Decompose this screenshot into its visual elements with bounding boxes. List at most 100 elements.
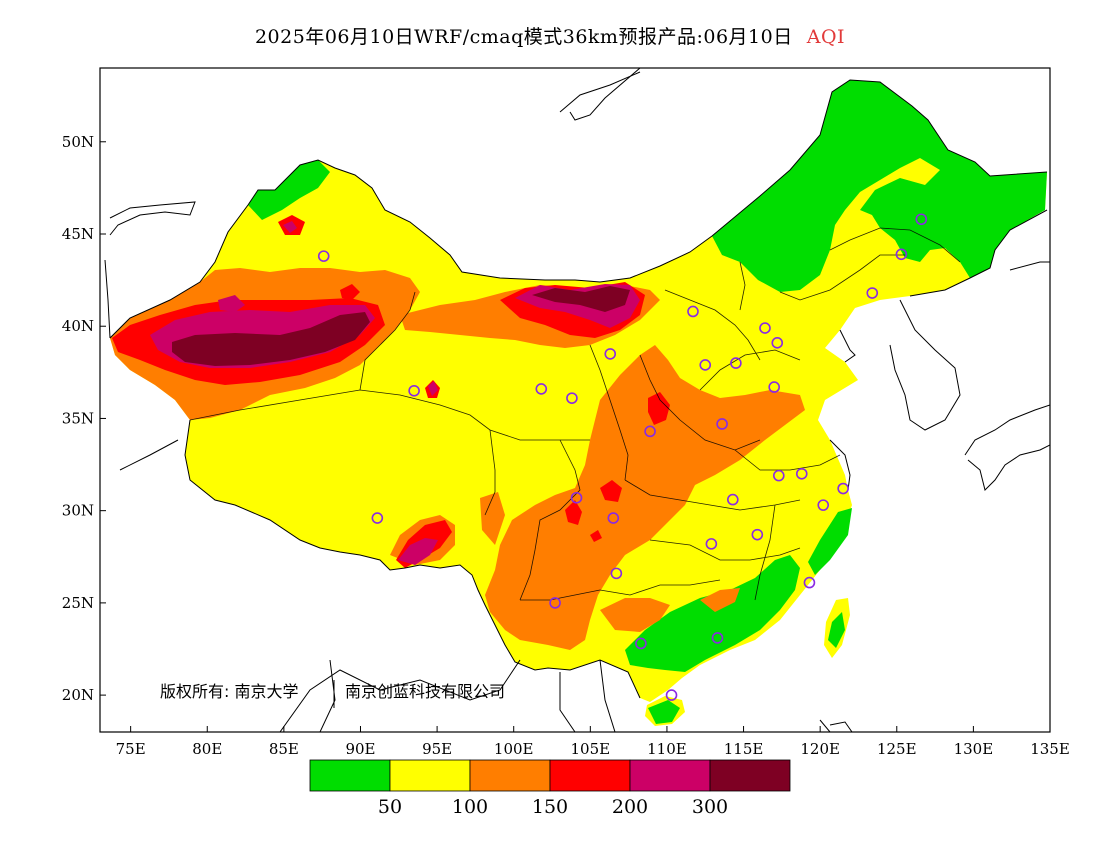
station-marker xyxy=(730,357,742,369)
y-tick-label: 35N xyxy=(62,409,94,427)
colorbar-swatch xyxy=(549,759,631,792)
purple-ili xyxy=(283,221,297,233)
red-small-1 xyxy=(590,530,602,542)
orange-guangxi xyxy=(600,598,670,632)
station-marker xyxy=(795,467,808,480)
orange-sichuan-west xyxy=(480,492,505,545)
colorbar-swatch xyxy=(709,759,791,792)
station-marker xyxy=(768,381,780,393)
y-tick-label: 40N xyxy=(62,317,94,335)
colorbar-level-label: 150 xyxy=(532,796,568,818)
title-text: 2025年06月10日WRF/cmaq模式36km预报产品:06月10日 xyxy=(254,26,793,48)
station-marker xyxy=(549,597,561,609)
station-marker xyxy=(771,337,784,349)
red-sichuan xyxy=(600,480,622,502)
station-marker xyxy=(566,392,578,404)
station-marker xyxy=(371,512,384,524)
map-plot-area xyxy=(104,68,1050,732)
green-fujian-coast xyxy=(808,508,852,575)
station-marker xyxy=(837,482,849,495)
colorbar-swatch xyxy=(309,759,391,792)
title-variable: AQI xyxy=(806,26,846,48)
station-marker xyxy=(895,248,908,261)
orange-pearl xyxy=(700,588,740,612)
red-junggar xyxy=(340,284,360,300)
station-marker xyxy=(604,348,617,360)
station-marker xyxy=(635,637,647,650)
station-marker xyxy=(610,567,623,580)
station-marker xyxy=(687,305,699,318)
station-marker xyxy=(915,213,928,226)
aqi-green-areas xyxy=(248,80,1047,724)
x-tick-label: 80E xyxy=(192,740,222,758)
station-marker xyxy=(759,322,771,334)
national-borders xyxy=(104,68,1048,732)
map-frame xyxy=(99,67,1051,733)
maroon-badain xyxy=(532,286,630,312)
copyright-company: 南京创蓝科技有限公司 xyxy=(345,682,505,701)
y-tick-label: 50N xyxy=(62,133,94,151)
x-tick-label: 100E xyxy=(494,740,534,758)
y-axis: 20N 25N 30N 35N 40N 45N 50N xyxy=(62,133,106,704)
station-marker xyxy=(751,528,764,541)
x-tick-label: 120E xyxy=(800,740,840,758)
green-hainan xyxy=(648,700,680,724)
colorbar-level-label: 50 xyxy=(378,796,402,818)
x-axis: 75E 80E 85E 90E 95E 100E 105E 110E 115E 120E 125E 1… xyxy=(116,726,1070,758)
orange-central xyxy=(485,345,805,650)
green-taiwan xyxy=(828,612,845,648)
monitoring-stations xyxy=(317,213,928,701)
station-marker xyxy=(866,287,879,299)
green-junggar xyxy=(248,160,330,220)
x-tick-label: 135E xyxy=(1030,740,1070,758)
colorbar-swatch xyxy=(469,759,551,792)
y-tick-label: 30N xyxy=(62,502,94,520)
x-tick-label: 125E xyxy=(877,740,917,758)
x-tick-label: 75E xyxy=(116,740,146,758)
colorbar-swatch xyxy=(629,759,711,792)
station-marker xyxy=(727,493,739,506)
maroon-taklimakan xyxy=(172,312,370,366)
y-tick-label: 45N xyxy=(62,225,94,243)
x-tick-label: 130E xyxy=(954,740,994,758)
x-tick-label: 85E xyxy=(269,740,299,758)
red-chongqing xyxy=(565,500,582,525)
green-northeast xyxy=(712,80,1047,292)
aqi-maroon-areas xyxy=(172,286,630,366)
x-tick-label: 110E xyxy=(647,740,687,758)
station-marker xyxy=(408,384,420,397)
y-tick-label: 20N xyxy=(62,686,94,704)
colorbar-level-label: 100 xyxy=(452,796,488,818)
red-shanxi xyxy=(648,392,670,425)
station-marker xyxy=(772,469,785,482)
station-marker xyxy=(803,576,816,589)
purple-tibet xyxy=(398,538,438,565)
station-marker xyxy=(317,250,330,262)
green-south-coast xyxy=(625,555,800,672)
purple-dunhuang xyxy=(428,381,438,396)
province-boundaries xyxy=(189,227,961,601)
map-title: 2025年06月10日WRF/cmaq模式36km预报产品:06月10日 AQI xyxy=(0,22,1100,49)
station-marker xyxy=(711,632,724,644)
station-marker xyxy=(644,425,656,438)
station-marker xyxy=(665,689,678,701)
y-tick-label: 25N xyxy=(62,594,94,612)
colorbar-swatch xyxy=(389,759,471,792)
colorbar-level-label: 200 xyxy=(612,796,648,818)
x-tick-label: 105E xyxy=(571,740,611,758)
x-tick-label: 115E xyxy=(724,740,764,758)
station-marker xyxy=(817,499,830,511)
copyright-text: 版权所有: 南京大学 xyxy=(160,682,298,701)
x-tick-label: 90E xyxy=(345,740,375,758)
station-marker xyxy=(607,512,620,524)
colorbar-level-label: 300 xyxy=(692,796,728,818)
aqi-colorbar: 50 100 150 200 300 xyxy=(309,759,791,818)
x-tick-label: 95E xyxy=(422,740,452,758)
purple-kashgar xyxy=(218,295,245,312)
station-marker xyxy=(716,418,728,430)
station-marker xyxy=(705,538,718,550)
station-marker xyxy=(535,383,548,395)
station-marker xyxy=(699,359,712,371)
station-marker xyxy=(570,491,583,504)
